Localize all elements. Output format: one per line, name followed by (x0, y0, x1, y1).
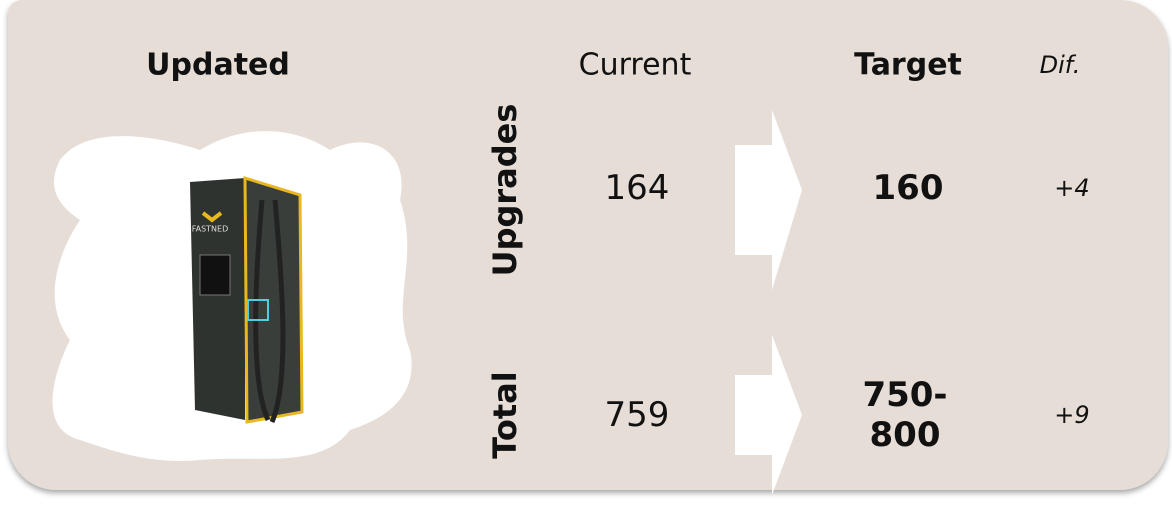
title: Updated (146, 48, 290, 83)
column-header: Dif. (1040, 51, 1081, 79)
charger-illustration (190, 178, 302, 422)
row-label: Upgrades (486, 104, 524, 277)
column-header: Current (579, 48, 692, 83)
page: {"header": {"title": "Updated", "current… (0, 0, 1172, 513)
diff-value: +4 (1054, 174, 1089, 202)
brand-text: FASTNED (192, 225, 229, 234)
row-label: Total (486, 371, 524, 458)
target-value: 160 (873, 168, 944, 208)
column-header: Target (854, 48, 962, 83)
arrow (735, 335, 802, 495)
arrow (735, 110, 802, 290)
diff-value: +9 (1054, 401, 1089, 429)
current-value: 164 (605, 168, 670, 208)
target-value: 750-800 (855, 375, 955, 455)
current-value: 759 (605, 395, 670, 435)
